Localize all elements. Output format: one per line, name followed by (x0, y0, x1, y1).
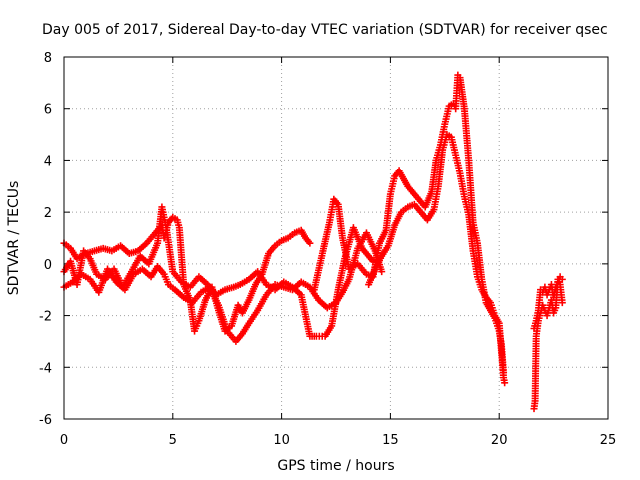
y-tick-label: -4 (39, 361, 52, 376)
x-tick-label: 25 (600, 433, 617, 448)
x-tick-label: 5 (169, 433, 177, 448)
data-point-marker (306, 239, 314, 247)
y-tick-label: 6 (44, 103, 52, 118)
y-tick-label: 8 (44, 51, 52, 66)
y-tick-label: 2 (44, 206, 52, 221)
x-axis-label: GPS time / hours (277, 458, 394, 474)
data-point-marker (558, 299, 566, 307)
data-point-marker (558, 275, 566, 283)
x-tick-label: 0 (60, 433, 68, 448)
y-tick-label: 0 (44, 258, 52, 273)
series-track-3 (60, 203, 377, 340)
y-tick-label: -2 (39, 310, 52, 325)
x-tick-label: 20 (491, 433, 508, 448)
data-points (60, 71, 566, 413)
tick-labels: 0 5 10 15 20 25 -6 -4 -2 0 2 4 6 8 (39, 51, 616, 448)
y-tick-label: 4 (44, 154, 52, 169)
y-axis-label: SDTVAR / TECUs (6, 181, 22, 296)
plot-frame (63, 56, 609, 420)
x-tick-label: 10 (273, 433, 290, 448)
x-tick-label: 15 (382, 433, 399, 448)
chart-title: Day 005 of 2017, Sidereal Day-to-day VTE… (42, 22, 608, 38)
y-tick-label: -6 (39, 413, 52, 428)
data-point-marker (501, 379, 509, 387)
series-track-6 (530, 273, 566, 332)
data-point-marker (378, 268, 386, 276)
